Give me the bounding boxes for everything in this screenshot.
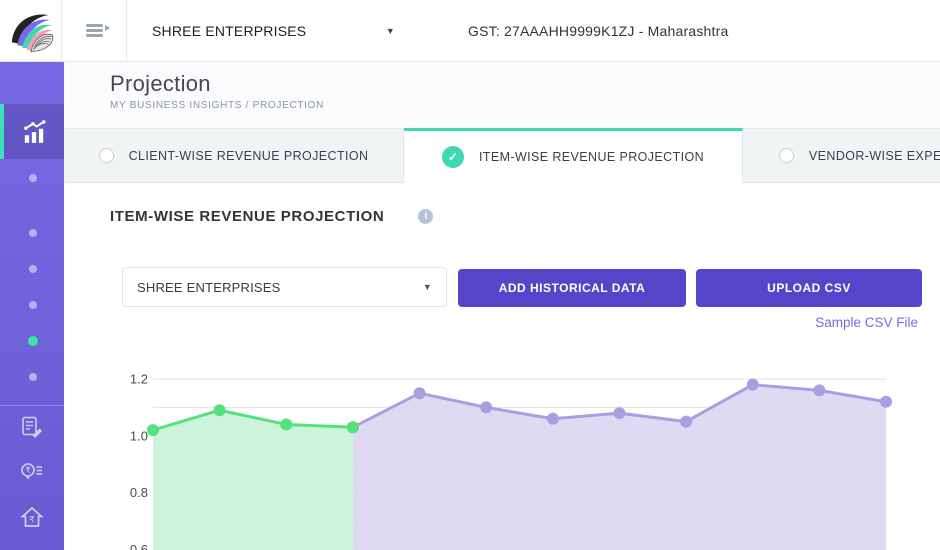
projection-point[interactable]: [413, 387, 426, 400]
historical-point[interactable]: [280, 418, 293, 431]
horse-logo-icon: [11, 13, 53, 52]
company-selector-value: SHREE ENTERPRISES: [152, 22, 307, 39]
tab-item-wise-revenue-projection[interactable]: ✓ ITEM-WISE REVENUE PROJECTION: [404, 128, 743, 183]
home-finance-icon[interactable]: ₹: [20, 505, 44, 529]
company-dropdown[interactable]: SHREE ENTERPRISES ▼: [122, 267, 447, 307]
hamburger-menu-icon: [85, 22, 110, 40]
y-tick-label: 0.6: [130, 542, 148, 550]
tab-client-wise-revenue-projection[interactable]: CLIENT-WISE REVENUE PROJECTION: [64, 128, 404, 183]
app-logo[interactable]: [0, 0, 62, 61]
sidebar: ₹ ₹: [0, 62, 64, 550]
sidebar-dot-item[interactable]: [29, 265, 37, 273]
add-historical-data-button[interactable]: ADD HISTORICAL DATA: [458, 269, 686, 307]
sidebar-dot-item[interactable]: [29, 373, 37, 381]
page-header: Projection MY BUSINESS INSIGHTS / PROJEC…: [64, 62, 940, 128]
company-dropdown-value: SHREE ENTERPRISES: [137, 279, 281, 295]
sidebar-dot-item-active[interactable]: [28, 336, 38, 346]
topbar: SHREE ENTERPRISES ▼ GST: 27AAAHH9999K1ZJ…: [0, 0, 940, 62]
rupee-invoice-icon[interactable]: ₹: [20, 460, 44, 484]
tab-label: CLIENT-WISE REVENUE PROJECTION: [128, 148, 369, 163]
tab-vendor-wise-expense-projection[interactable]: VENDOR-WISE EXPENSE PROJECTION: [743, 128, 940, 183]
report-edit-icon[interactable]: [20, 415, 44, 439]
projection-point[interactable]: [613, 407, 626, 420]
svg-text:₹: ₹: [29, 516, 35, 526]
radio-unchecked-icon[interactable]: [98, 148, 114, 163]
sidebar-dot-item[interactable]: [29, 229, 37, 237]
projection-point[interactable]: [546, 412, 559, 425]
projection-point[interactable]: [480, 401, 493, 414]
upload-csv-button[interactable]: UPLOAD CSV: [696, 269, 922, 307]
projection-area: [352, 384, 886, 550]
y-tick-label: 0.8: [130, 485, 148, 500]
section-heading: ITEM-WISE REVENUE PROJECTION: [110, 208, 385, 225]
gst-label: GST: 27AAAHH9999K1ZJ - Maharashtra: [468, 22, 729, 39]
section-header: ITEM-WISE REVENUE PROJECTION i: [110, 208, 434, 225]
historical-point[interactable]: [147, 424, 159, 437]
tab-label: VENDOR-WISE EXPENSE PROJECTION: [808, 148, 940, 163]
check-glyph: ✓: [447, 150, 458, 164]
projection-point[interactable]: [813, 384, 826, 397]
menu-toggle[interactable]: [62, 0, 127, 61]
projection-chart: 0.6 0.8 1.0 1.2: [130, 372, 892, 550]
historical-area: [153, 410, 353, 550]
y-tick-label: 1.0: [130, 428, 148, 443]
historical-line: [152, 408, 353, 432]
sidebar-divider: [0, 405, 64, 406]
breadcrumb: MY BUSINESS INSIGHTS / PROJECTION: [110, 100, 325, 111]
projection-point[interactable]: [680, 415, 693, 428]
sidebar-dot-item[interactable]: [29, 174, 37, 182]
info-icon[interactable]: i: [418, 209, 434, 224]
page-title: Projection: [110, 71, 211, 96]
bar-chart-icon: [24, 119, 46, 143]
historical-point[interactable]: [346, 421, 359, 434]
tab-label: ITEM-WISE REVENUE PROJECTION: [478, 150, 705, 164]
tab-bar: CLIENT-WISE REVENUE PROJECTION ✓ ITEM-WI…: [64, 128, 940, 183]
y-tick-label: 1.2: [130, 372, 148, 387]
chevron-down-icon: ▼: [385, 25, 395, 36]
projection-point[interactable]: [746, 378, 759, 391]
sidebar-item-insights-active[interactable]: [0, 104, 64, 159]
sidebar-dot-item[interactable]: [29, 301, 37, 309]
sample-csv-link[interactable]: Sample CSV File: [815, 315, 918, 330]
projection-point[interactable]: [880, 395, 892, 408]
company-selector[interactable]: SHREE ENTERPRISES ▼: [127, 0, 407, 61]
main-content: Projection MY BUSINESS INSIGHTS / PROJEC…: [64, 62, 940, 550]
historical-point[interactable]: [213, 404, 226, 417]
check-circle-icon: ✓: [441, 146, 464, 168]
svg-text:₹: ₹: [25, 466, 30, 476]
chevron-down-icon: ▼: [422, 282, 432, 292]
radio-unchecked-icon[interactable]: [778, 148, 794, 163]
